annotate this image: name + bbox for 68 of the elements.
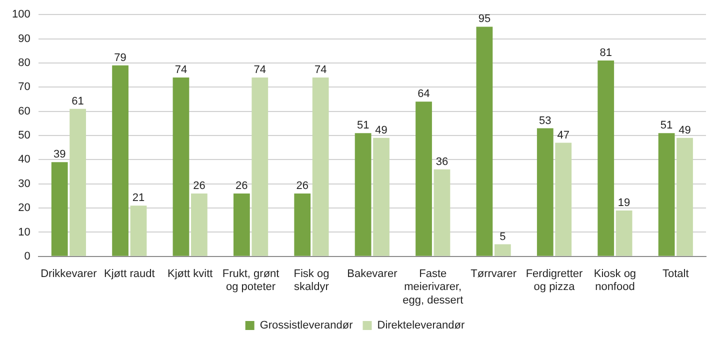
x-tick-label: Faste meierivarer, egg, dessert (402, 268, 464, 306)
data-label: 51 (356, 120, 370, 132)
data-label: 36 (436, 156, 448, 168)
legend-label: Grossistleverandør (260, 320, 354, 332)
bar (70, 108, 86, 256)
bar (354, 133, 372, 256)
data-label: 5 (500, 230, 506, 243)
y-tick-label: 80 (18, 56, 30, 69)
bar (130, 206, 147, 256)
y-tick-label: 10 (18, 226, 30, 238)
y-tick-label: 40 (18, 154, 30, 166)
x-tick-label: Tørrvarer (470, 268, 517, 280)
y-tick-label: 100 (12, 8, 30, 21)
x-tick-label: Kjøtt raudt (104, 268, 155, 280)
y-tick-label: 70 (18, 81, 30, 94)
bar (172, 77, 190, 256)
bar (598, 60, 614, 256)
bar (191, 194, 208, 256)
data-label: 53 (539, 114, 552, 127)
x-tick-label: Totalt (662, 268, 689, 280)
data-label: 49 (375, 124, 388, 136)
data-label: 26 (193, 180, 206, 192)
x-tick-label: Frukt, grønt og poteter (222, 268, 280, 294)
bar (536, 128, 554, 256)
data-label: 81 (600, 47, 612, 60)
bar (112, 65, 128, 256)
bar (294, 194, 311, 256)
bar (233, 194, 250, 256)
data-label: 26 (296, 180, 308, 192)
data-label: 64 (418, 88, 430, 100)
bar (312, 77, 329, 256)
x-tick-label: Bakevarer (347, 268, 398, 280)
data-label: 19 (618, 196, 630, 209)
bar (658, 133, 675, 256)
data-label: 51 (660, 120, 673, 132)
y-tick-label: 90 (18, 32, 30, 45)
y-tick-label: 60 (18, 105, 30, 118)
y-tick-label: 30 (18, 178, 30, 190)
bar (416, 102, 432, 256)
data-label: 26 (236, 180, 248, 192)
legend-label: Direkteleverandør (377, 320, 466, 332)
bar (373, 138, 390, 256)
bar (476, 26, 493, 256)
data-label: 21 (132, 192, 145, 204)
y-tick-label: 50 (18, 130, 30, 142)
bar (434, 169, 450, 256)
y-tick-label: 20 (18, 202, 30, 214)
bar (252, 77, 268, 256)
x-tick-label: Ferdigretter og pizza (526, 268, 584, 294)
bar (51, 162, 68, 256)
bar (555, 142, 572, 256)
y-tick-label: 0 (24, 250, 30, 262)
data-label: 79 (114, 52, 126, 64)
x-tick-label: Kjøtt kvitt (167, 268, 213, 280)
x-tick-label: Drikkevarer (40, 268, 98, 280)
data-label: 39 (53, 148, 66, 161)
data-label: 74 (174, 64, 188, 76)
x-tick-label: Kiosk og nonfood (594, 268, 636, 294)
bar (616, 210, 632, 256)
data-label: 74 (254, 64, 266, 76)
data-label: 47 (557, 129, 570, 142)
data-label: 49 (678, 124, 691, 136)
data-label: 61 (72, 95, 84, 108)
bar (494, 244, 511, 256)
x-tick-label: Fisk og skaldyr (294, 268, 330, 294)
data-label: 74 (314, 64, 327, 76)
bar (676, 138, 693, 256)
data-label: 95 (478, 13, 491, 26)
